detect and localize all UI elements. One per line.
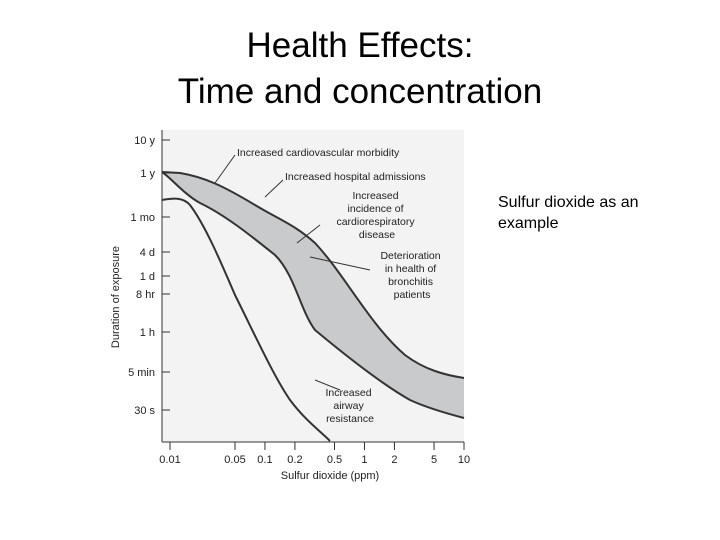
y-tick-label: 1 d bbox=[140, 271, 155, 283]
y-tick-label: 8 hr bbox=[136, 289, 155, 301]
y-tick-label: 1 y bbox=[140, 168, 155, 180]
x-tick-group: 0.01 0.05 0.1 0.2 0.5 1 2 5 10 bbox=[159, 442, 470, 466]
x-axis-label: Sulfur dioxide (ppm) bbox=[281, 470, 379, 482]
y-tick-label: 1 mo bbox=[131, 212, 155, 224]
band-bronchitis bbox=[162, 172, 464, 418]
leader-cardiorespiratory bbox=[296, 224, 321, 244]
y-tick-label: 30 s bbox=[134, 405, 155, 417]
exposure-chart: Increased cardiovascular morbidity Incre… bbox=[110, 130, 470, 482]
curve-lower bbox=[161, 197, 331, 442]
leader-hospital bbox=[264, 179, 284, 198]
y-tick-label: 4 d bbox=[140, 247, 155, 259]
x-tick-label: 0.2 bbox=[287, 454, 302, 466]
x-tick-label: 0.05 bbox=[224, 454, 245, 466]
slide-title-line-1: Health Effects: bbox=[246, 26, 474, 65]
annotation-hospital: Increased hospital admissions bbox=[285, 171, 426, 183]
x-tick-label: 2 bbox=[391, 454, 397, 466]
annotation-cardiovascular: Increased cardiovascular morbidity bbox=[237, 147, 400, 159]
leader-bronchitis bbox=[309, 256, 371, 271]
leader-airway bbox=[314, 379, 341, 391]
curve-middle bbox=[161, 171, 465, 419]
x-tick-label: 0.1 bbox=[257, 454, 272, 466]
annotation-bronchitis: Deterioration in health of bronchitis pa… bbox=[380, 250, 443, 301]
x-tick-label: 1 bbox=[361, 454, 367, 466]
curve-upper bbox=[161, 171, 465, 379]
y-tick-group: 10 y 1 y 1 mo 4 d 1 d 8 hr 1 h 5 min 30 s bbox=[128, 135, 170, 417]
x-tick-label: 0.01 bbox=[159, 454, 180, 466]
slide-caption: Sulfur dioxide as an example bbox=[498, 194, 639, 232]
y-tick-label: 10 y bbox=[134, 135, 155, 147]
y-axis-label: Duration of exposure bbox=[110, 246, 122, 348]
y-tick-label: 1 h bbox=[140, 327, 155, 339]
annotation-airway: Increased airway resistance bbox=[325, 387, 374, 425]
annotation-cardiorespiratory: Increased incidence of cardiorespiratory… bbox=[336, 190, 417, 241]
slide-title-line-2: Time and concentration bbox=[177, 72, 543, 111]
x-tick-label: 5 bbox=[431, 454, 437, 466]
leader-cardiovascular bbox=[214, 154, 236, 184]
x-tick-label: 10 bbox=[458, 454, 470, 466]
y-tick-label: 5 min bbox=[128, 367, 155, 379]
x-tick-label: 0.5 bbox=[327, 454, 342, 466]
